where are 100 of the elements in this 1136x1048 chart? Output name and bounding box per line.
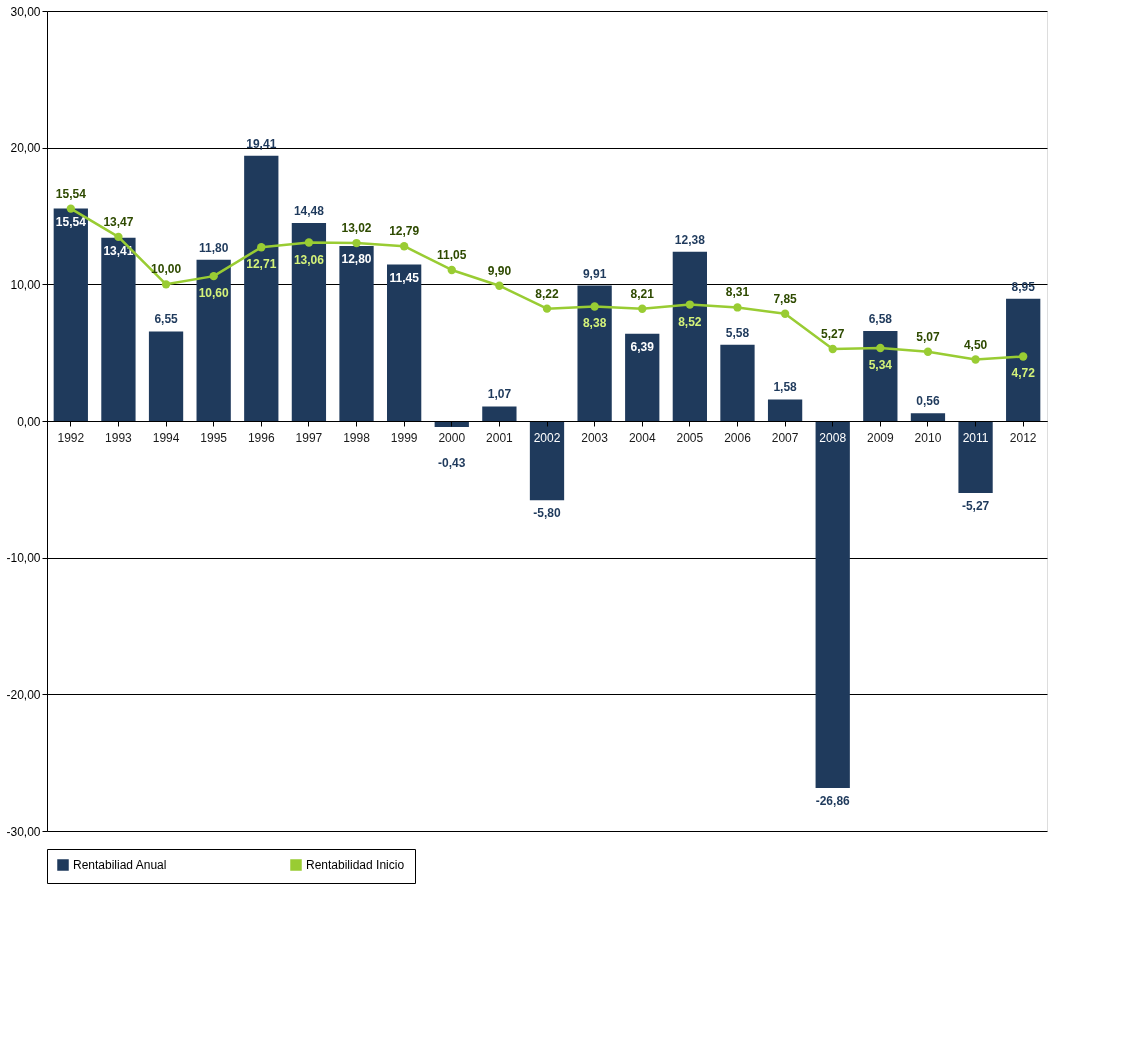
point bbox=[495, 281, 504, 290]
bar bbox=[482, 406, 517, 421]
data-label: 0,56 bbox=[916, 394, 940, 409]
x-tick-label: 2007 bbox=[771, 430, 799, 445]
bar bbox=[1006, 298, 1041, 421]
point bbox=[114, 232, 123, 242]
x-tick-label: 2008 bbox=[819, 430, 847, 445]
point bbox=[542, 304, 552, 313]
data-label: 12,38 bbox=[674, 232, 706, 247]
point bbox=[590, 302, 599, 311]
point bbox=[304, 238, 314, 247]
x-tick-label: 2005 bbox=[676, 430, 704, 445]
data-label: 13,06 bbox=[293, 252, 325, 267]
x-tick-label: 2012 bbox=[1009, 430, 1037, 445]
data-label: 6,39 bbox=[630, 339, 655, 354]
data-label: -5,80 bbox=[533, 506, 561, 521]
data-label: 8,52 bbox=[678, 314, 702, 329]
legend-label: Rentabiliad Anual bbox=[73, 858, 167, 872]
data-label: 9,91 bbox=[582, 266, 607, 281]
y-tick-label: 10,00 bbox=[10, 277, 41, 292]
x-tick-label: 2009 bbox=[866, 430, 894, 445]
data-label: 8,21 bbox=[630, 286, 655, 301]
data-label: 12,79 bbox=[389, 224, 420, 239]
data-label: 8,22 bbox=[535, 286, 559, 301]
bar bbox=[672, 251, 707, 421]
y-tick-label: 30,00 bbox=[10, 4, 41, 19]
point bbox=[876, 343, 885, 353]
data-label: 1,07 bbox=[487, 387, 512, 402]
point bbox=[638, 304, 647, 313]
bar bbox=[577, 285, 612, 421]
x-tick-label: 2004 bbox=[628, 430, 656, 445]
point bbox=[66, 204, 75, 213]
x-tick-label: 2010 bbox=[914, 430, 942, 445]
y-tick-label: 0,00 bbox=[17, 414, 41, 429]
data-label: 6,58 bbox=[868, 312, 893, 327]
data-label: 7,85 bbox=[773, 291, 798, 306]
data-label: -5,27 bbox=[961, 499, 990, 514]
data-label: 8,38 bbox=[582, 316, 607, 331]
data-label: 15,54 bbox=[55, 186, 87, 201]
x-tick-label: 1995 bbox=[200, 430, 228, 445]
data-label: 13,41 bbox=[103, 243, 134, 258]
x-tick-label: 2006 bbox=[724, 430, 752, 445]
point bbox=[352, 238, 361, 248]
x-tick-label: 2000 bbox=[438, 430, 466, 445]
point bbox=[161, 280, 171, 289]
data-label: 8,31 bbox=[725, 285, 750, 300]
y-tick-label: -30,00 bbox=[6, 824, 41, 839]
data-label: 4,50 bbox=[963, 337, 988, 352]
x-tick-label: 1992 bbox=[57, 430, 85, 445]
data-label: 6,55 bbox=[154, 312, 179, 327]
bar bbox=[815, 421, 850, 789]
data-label: -26,86 bbox=[815, 794, 851, 809]
bar bbox=[863, 331, 898, 421]
bar bbox=[767, 399, 803, 421]
point bbox=[209, 271, 218, 281]
bar bbox=[196, 259, 231, 421]
data-label: 10,00 bbox=[151, 262, 182, 277]
bar bbox=[529, 421, 565, 501]
point bbox=[685, 300, 695, 309]
bar bbox=[625, 333, 660, 421]
bar bbox=[387, 264, 422, 421]
data-label: 5,27 bbox=[821, 326, 845, 341]
point bbox=[733, 303, 742, 312]
x-tick-label: 2002 bbox=[533, 430, 561, 445]
data-label: -0,43 bbox=[438, 455, 466, 470]
data-label: 5,58 bbox=[725, 325, 750, 340]
data-label: 5,34 bbox=[868, 358, 893, 373]
data-label: 19,41 bbox=[246, 136, 277, 151]
data-label: 5,07 bbox=[916, 329, 940, 344]
data-label: 12,71 bbox=[246, 257, 277, 272]
bar bbox=[101, 237, 136, 421]
bar bbox=[53, 208, 88, 421]
x-tick-label: 1996 bbox=[247, 430, 275, 445]
bar bbox=[720, 344, 755, 421]
point bbox=[447, 265, 456, 275]
point bbox=[780, 309, 790, 318]
data-label: 4,72 bbox=[1011, 366, 1036, 381]
x-tick-label: 1994 bbox=[152, 430, 180, 445]
data-label: 13,47 bbox=[103, 214, 134, 229]
data-label: 14,48 bbox=[293, 204, 325, 219]
data-label: 11,05 bbox=[437, 247, 467, 262]
x-tick-label: 2001 bbox=[486, 430, 514, 445]
legend-label: Rentabilidad Inicio bbox=[306, 858, 405, 872]
data-label: 13,02 bbox=[341, 221, 372, 236]
x-tick-label: 2003 bbox=[581, 430, 609, 445]
bar bbox=[958, 421, 993, 494]
x-tick-label: 1997 bbox=[295, 430, 323, 445]
x-tick-label: 1999 bbox=[390, 430, 418, 445]
point bbox=[257, 243, 266, 252]
x-tick-label: 2011 bbox=[962, 430, 989, 445]
bar bbox=[291, 223, 327, 421]
bar bbox=[910, 413, 946, 421]
point bbox=[971, 355, 980, 364]
point bbox=[1019, 352, 1028, 361]
data-label: 12,80 bbox=[341, 252, 372, 267]
point bbox=[923, 347, 933, 356]
data-label: 1,58 bbox=[773, 380, 798, 395]
data-label: 11,80 bbox=[198, 240, 229, 255]
point bbox=[828, 344, 837, 354]
y-tick-label: -20,00 bbox=[6, 687, 41, 702]
